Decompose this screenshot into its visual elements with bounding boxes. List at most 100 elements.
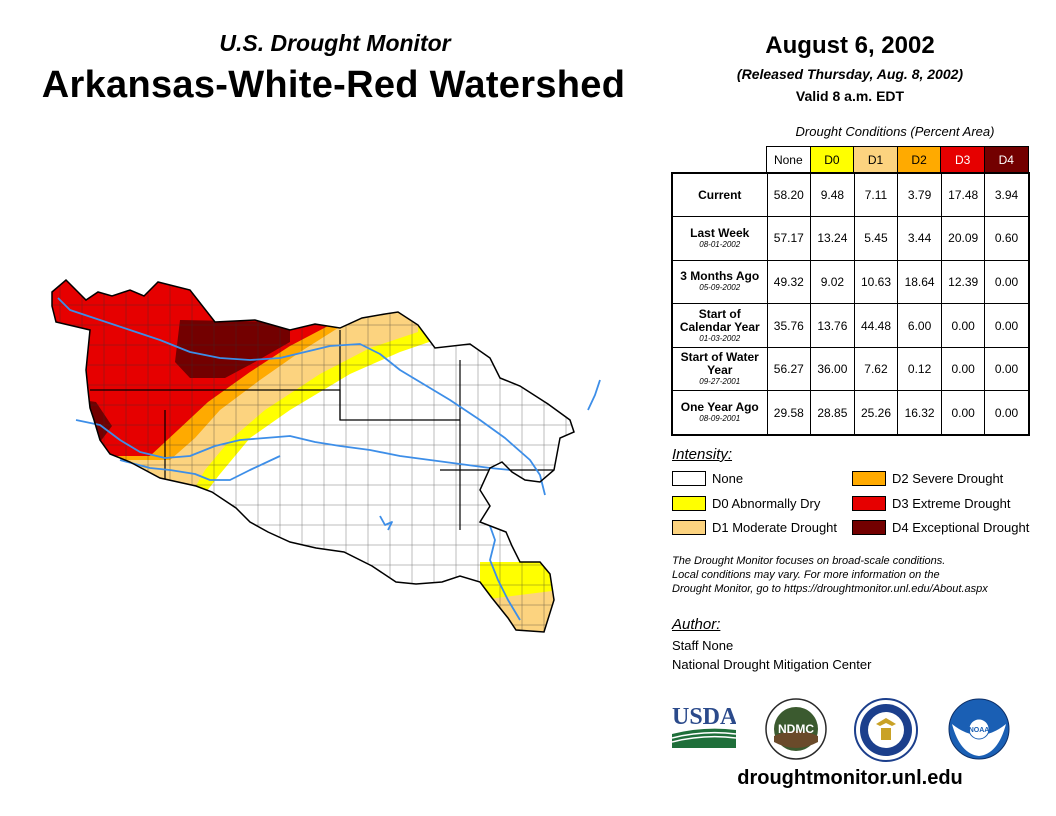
usda-logo-text: USDA (672, 704, 736, 730)
legend-item-none: None (672, 471, 743, 486)
author-title: Author: (672, 616, 721, 633)
river-red-fork (119, 455, 281, 481)
table-cell: 9.48 (810, 172, 855, 218)
disclaimer-note: The Drought Monitor focuses on broad-sca… (672, 554, 1042, 596)
legend-swatch (852, 520, 886, 535)
table-cell: 17.48 (940, 172, 986, 218)
legend-label: D0 Abnormally Dry (712, 496, 821, 511)
map-date: August 6, 2002 (765, 32, 935, 59)
table-cell: 28.85 (810, 390, 855, 436)
table-cell: 44.48 (853, 303, 899, 348)
legend-item-d3: D3 Extreme Drought (852, 496, 1011, 511)
legend-swatch (852, 496, 886, 511)
noaa-logo-graphic: NOAA (948, 698, 1010, 760)
table-row: Start of Water Year 09-27-2001 56.27 36.0… (671, 346, 1030, 392)
note-line[interactable]: Drought Monitor, go to https://droughtmo… (672, 583, 988, 595)
table-row: Start of Calendar Year 01-03-2002 35.76 1… (671, 303, 1030, 348)
river-white (587, 379, 601, 411)
column-header-d0: D0 (809, 146, 855, 173)
table-cell: 20.09 (940, 216, 986, 261)
legend-title: Intensity: (672, 446, 733, 463)
column-header-d2: D2 (896, 146, 942, 173)
legend-swatch (672, 471, 706, 486)
table-cell: 25.26 (853, 390, 899, 436)
legend-swatch (672, 496, 706, 511)
commerce-seal-icon (854, 698, 918, 762)
table-cell: 9.02 (810, 259, 855, 305)
usda-logo-graphic: USDA (671, 704, 738, 748)
table-row: 3 Months Ago 05-09-2002 49.32 9.02 10.63 … (671, 259, 1030, 305)
legend-label: D3 Extreme Drought (892, 496, 1011, 511)
river-arkansas (57, 297, 546, 496)
legend-swatch (852, 471, 886, 486)
row-label: 3 Months Ago 05-09-2002 (671, 259, 768, 305)
map-d4-area (175, 320, 290, 378)
column-header-none: None (766, 146, 811, 173)
watershed-map (51, 279, 601, 633)
row-label: Start of Calendar Year 01-03-2002 (671, 303, 768, 348)
row-label: Start of Water Year 09-27-2001 (671, 346, 768, 392)
row-label-text: Last Week (690, 225, 750, 240)
row-label-text: Start of Water Year (680, 350, 759, 378)
legend-item-d2: D2 Severe Drought (852, 471, 1003, 486)
row-label-text: Start of Calendar Year (679, 306, 760, 334)
note-line: Local conditions may vary. For more info… (672, 569, 940, 581)
table-cell: 0.00 (984, 346, 1030, 392)
table-cell: 3.79 (897, 172, 942, 218)
usda-logo: USDA (671, 702, 738, 748)
table-cell: 13.24 (810, 216, 855, 261)
table-cell: 7.11 (853, 172, 899, 218)
table-cell: 29.58 (766, 390, 812, 436)
legend-label: D2 Severe Drought (892, 471, 1004, 486)
river-red (489, 525, 521, 621)
table-header: None D0 D1 D2 D3 D4 (766, 146, 1029, 173)
legend-label: D1 Moderate Drought (712, 520, 838, 535)
ndmc-logo: NDMC (765, 698, 827, 760)
table-cell: 0.00 (984, 390, 1030, 436)
table-cell: 0.00 (940, 346, 986, 392)
table-cell: 0.00 (984, 259, 1030, 305)
valid-time: Valid 8 a.m. EDT (795, 88, 905, 104)
row-date: 09-27-2001 (699, 377, 741, 387)
table-cell: 56.27 (766, 346, 812, 392)
table-cell: 18.64 (897, 259, 942, 305)
ndmc-logo-text: NDMC (778, 722, 814, 736)
legend-item-d4: D4 Exceptional Drought (852, 520, 1029, 535)
table-cell: 36.00 (810, 346, 855, 392)
row-date: 08-09-2001 (699, 414, 741, 424)
table-cell: 57.17 (766, 216, 812, 261)
ndmc-logo-graphic: NDMC (765, 698, 827, 760)
legend-item-d1: D1 Moderate Drought (672, 520, 837, 535)
noaa-logo: NOAA (948, 698, 1010, 760)
drought-table: Current 58.20 9.48 7.11 3.79 17.48 3.94 … (671, 172, 1030, 436)
legend-swatch (672, 520, 706, 535)
release-date: (Released Thursday, Aug. 8, 2002) (736, 66, 964, 82)
author-org: National Drought Mitigation Center (672, 657, 872, 672)
column-header-d4: D4 (983, 146, 1029, 173)
legend-label: None (712, 471, 744, 486)
note-line: The Drought Monitor focuses on broad-sca… (672, 555, 946, 567)
table-row: Current 58.20 9.48 7.11 3.79 17.48 3.94 (671, 172, 1030, 218)
map-title: Arkansas-White-Red Watershed (41, 64, 626, 106)
table-cell: 49.32 (766, 259, 812, 305)
column-header-d3: D3 (940, 146, 985, 173)
rivers (57, 297, 601, 621)
table-row: One Year Ago 08-09-2001 29.58 28.85 25.26… (671, 390, 1030, 436)
table-cell: 6.00 (897, 303, 942, 348)
table-cell: 0.00 (984, 303, 1030, 348)
table-cell: 13.76 (810, 303, 855, 348)
table-cell: 3.94 (984, 172, 1030, 218)
legend-item-d0: D0 Abnormally Dry (672, 496, 820, 511)
legend-label: D4 Exceptional Drought (892, 520, 1030, 535)
table-cell: 3.44 (897, 216, 942, 261)
row-label: Last Week 08-01-2002 (671, 216, 768, 261)
row-label-text: 3 Months Ago (680, 269, 760, 284)
table-cell: 7.62 (853, 346, 899, 392)
table-cell: 58.20 (766, 172, 812, 218)
row-date: 01-03-2002 (699, 333, 741, 343)
website-link[interactable]: droughtmonitor.unl.edu (737, 767, 963, 789)
table-cell: 0.12 (897, 346, 942, 392)
table-cell: 10.63 (853, 259, 899, 305)
column-header-d1: D1 (853, 146, 898, 173)
table-cell: 0.60 (984, 216, 1030, 261)
